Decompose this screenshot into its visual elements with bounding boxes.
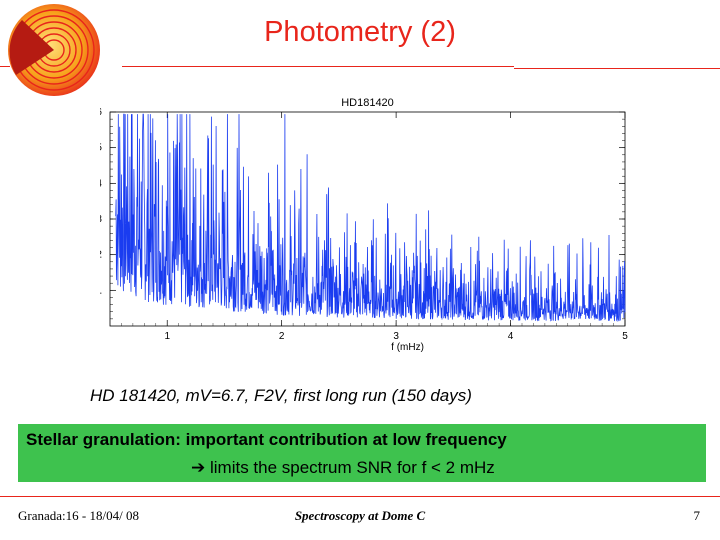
y-tick-label: 0.6 [100, 107, 102, 118]
title-rule [122, 66, 514, 67]
arrow-right-icon: ➔ [191, 458, 206, 478]
logo-icon [8, 4, 100, 96]
footer-rule [0, 496, 720, 497]
x-tick-label: 4 [508, 331, 514, 342]
y-tick-label: 0.4 [100, 178, 102, 189]
chart-title: HD181420 [341, 97, 394, 109]
x-tick-label: 1 [164, 331, 170, 342]
y-tick-label: 0.3 [100, 214, 102, 225]
page-number: 7 [693, 508, 701, 523]
y-tick-label: 0.2 [100, 250, 102, 261]
highlight-line-2-text: limits the spectrum SNR for f < 2 mHz [205, 458, 495, 477]
y-tick-label: 0.5 [100, 143, 102, 154]
highlight-line-1: Stellar granulation: important contribut… [26, 430, 507, 449]
highlight-box [18, 424, 706, 482]
title-rule-left [0, 66, 10, 67]
x-tick-label: 5 [622, 331, 628, 342]
slide-title: Photometry (2) [264, 16, 456, 48]
highlight-line-2: ➔ limits the spectrum SNR for f < 2 mHz [191, 458, 495, 478]
chart-caption: HD 181420, mV=6.7, F2V, first long run (… [90, 386, 472, 405]
x-axis-label: f (mHz) [391, 342, 424, 353]
title-rule-secondary [514, 68, 720, 69]
power-spectrum-chart: HD181420 0.1 0.2 0.3 0.4 0.5 0.6 1 2 3 4 5 f (mHz) [100, 97, 628, 353]
spectrum-series [115, 113, 626, 322]
y-tick-label: 0.1 [100, 285, 102, 296]
footer-talk-title: Spectroscopy at Dome C [294, 508, 426, 523]
x-tick-label: 2 [279, 331, 285, 342]
footer-event: Granada:16 - 18/04/ 08 [18, 508, 139, 523]
x-tick-label: 3 [393, 331, 399, 342]
